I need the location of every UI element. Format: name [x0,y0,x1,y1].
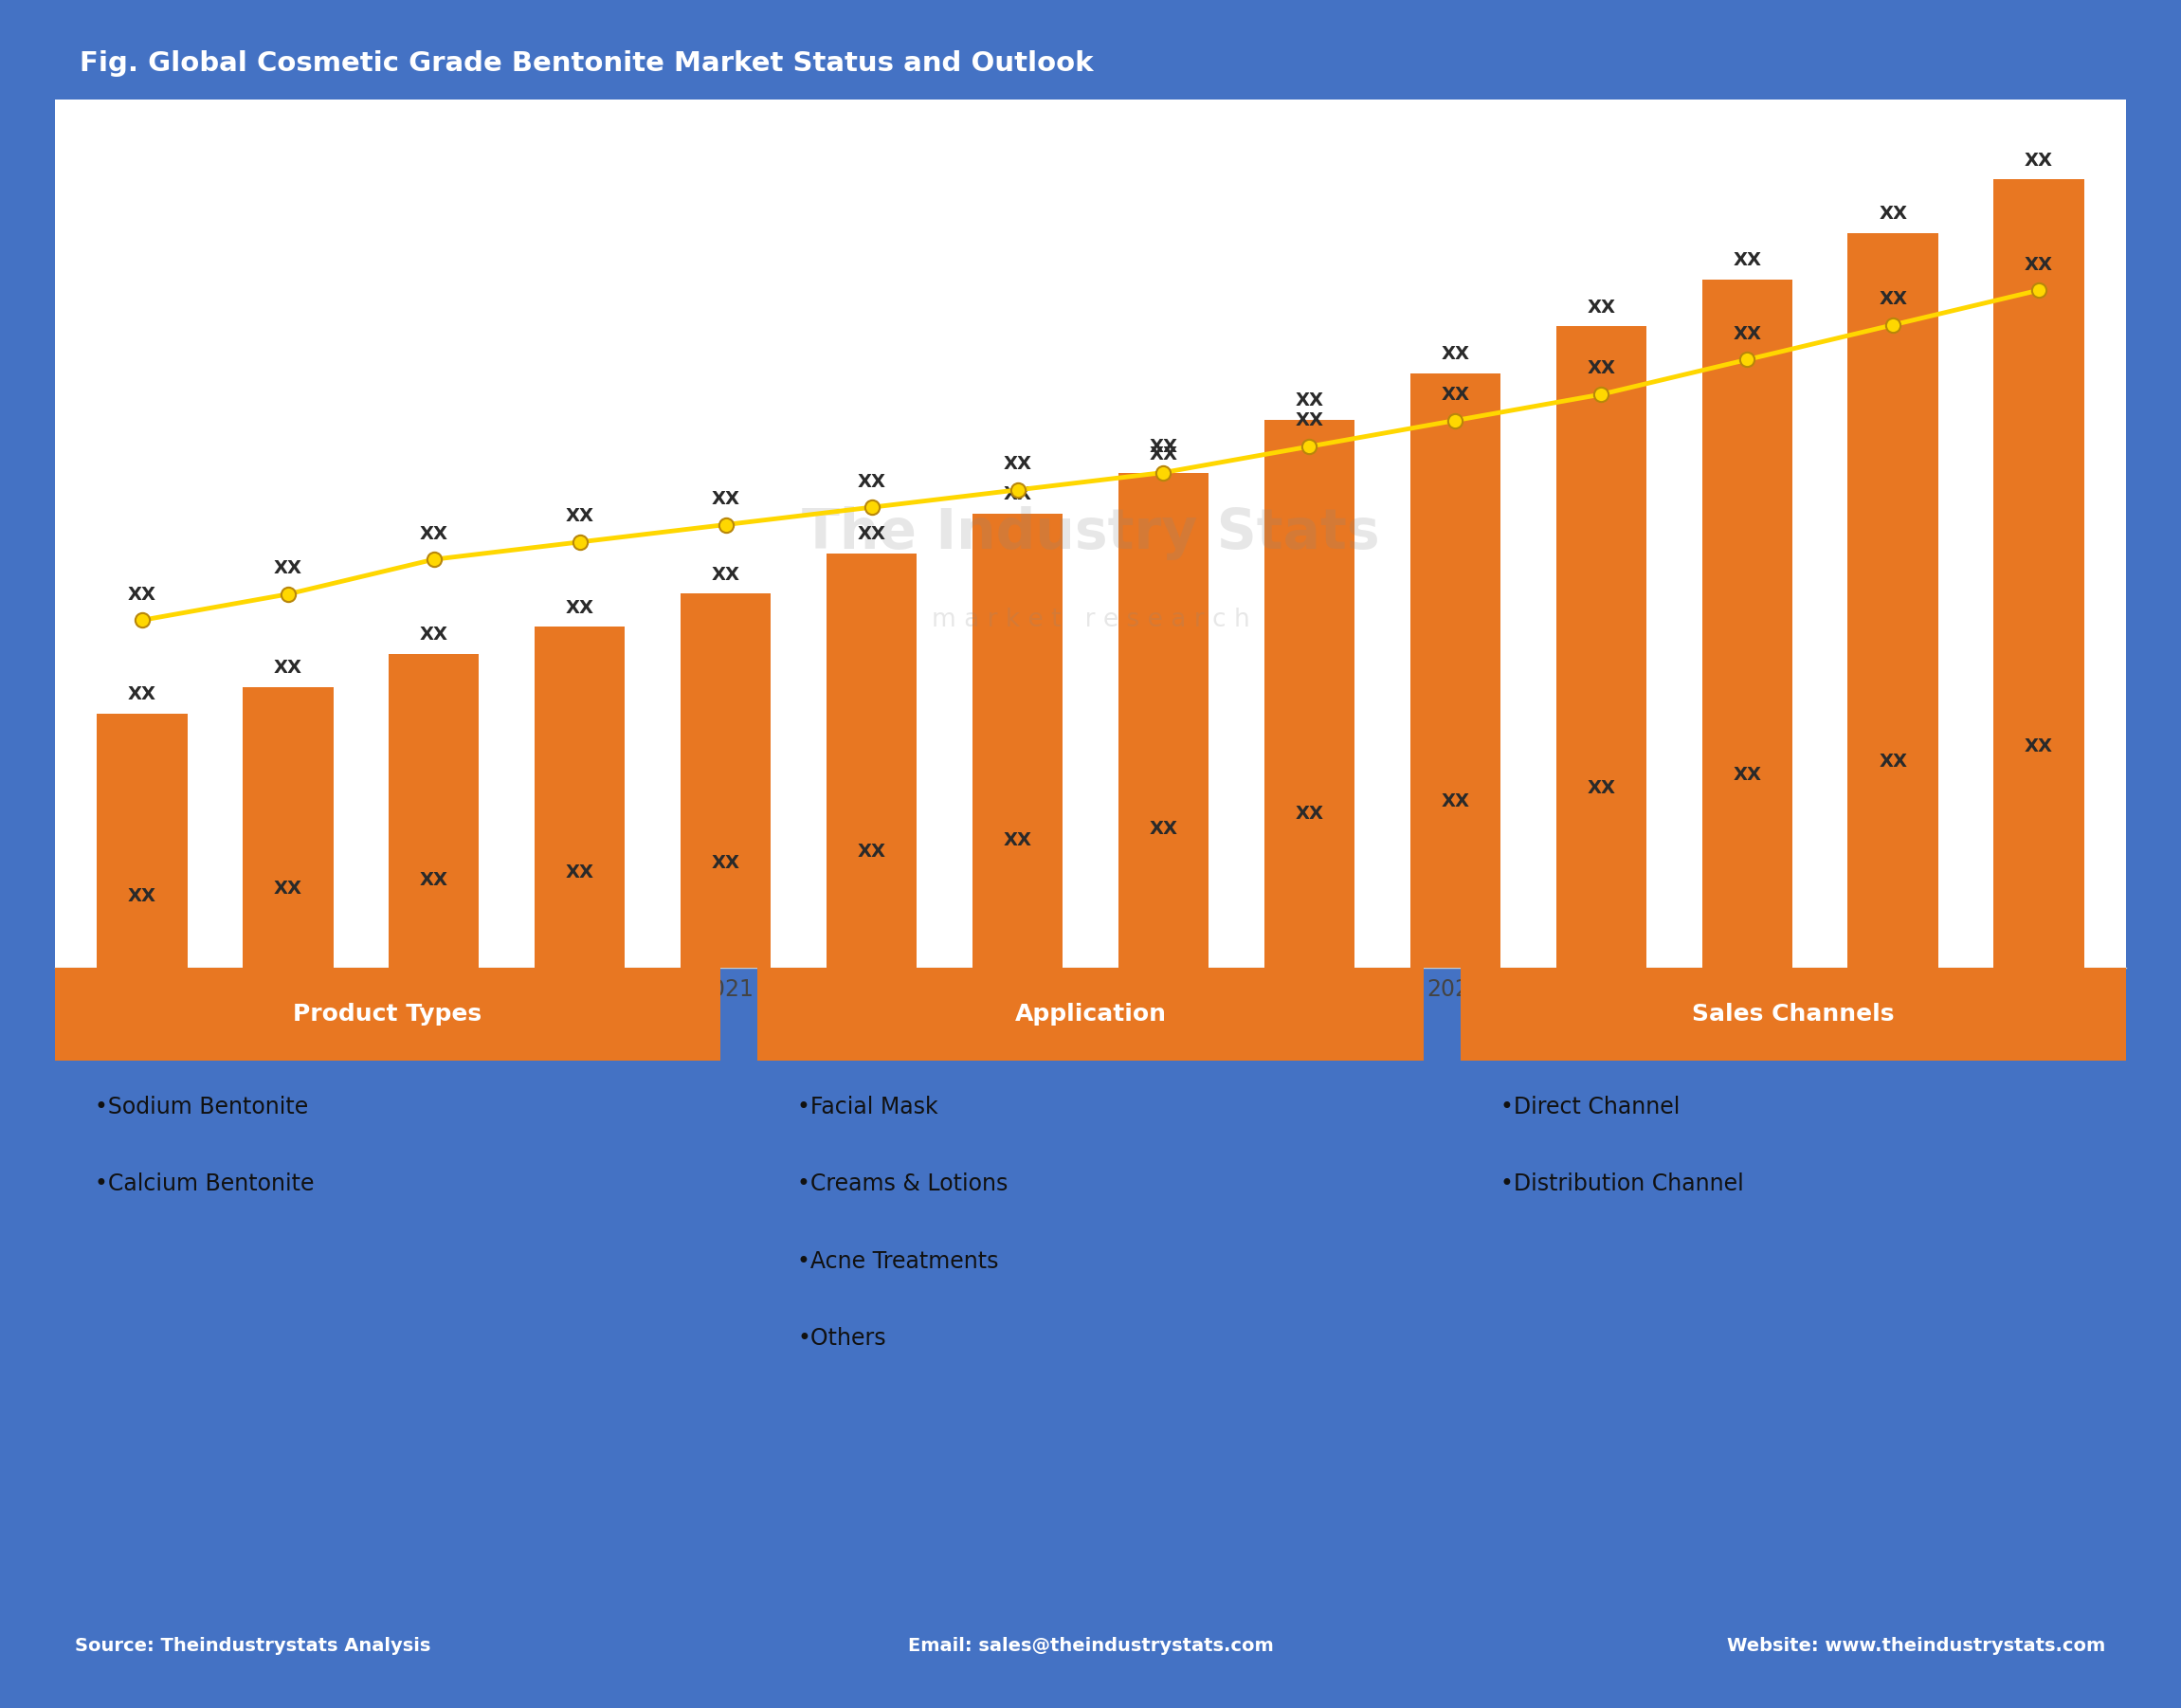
Text: XX: XX [1296,412,1324,430]
Text: XX: XX [2024,256,2052,273]
Text: XX: XX [1003,832,1032,849]
Text: XX: XX [1442,386,1470,403]
Bar [1847,232,1939,967]
Text: XX: XX [565,507,593,526]
Bar [1701,280,1793,967]
Bar [1555,326,1647,967]
Text: XX: XX [857,526,885,543]
Text: •Acne Treatments: •Acne Treatments [798,1250,999,1272]
Bar [388,654,480,967]
Text: XX: XX [1442,345,1470,364]
Text: XX: XX [1149,437,1178,456]
FancyBboxPatch shape [1461,967,2126,1061]
Text: XX: XX [2024,152,2052,169]
Bar [1119,473,1208,967]
Text: XX: XX [419,625,447,644]
Text: The Industry Stats: The Industry Stats [803,506,1378,560]
Text: Sales Channels: Sales Channels [1692,1003,1895,1025]
Text: XX: XX [1734,325,1762,343]
Bar [242,687,334,967]
Bar [973,514,1062,967]
Text: •Calcium Bentonite: •Calcium Bentonite [94,1173,314,1196]
Bar [1411,372,1501,967]
Text: Email: sales@theindustrystats.com: Email: sales@theindustrystats.com [907,1636,1274,1655]
Text: XX: XX [1296,804,1324,823]
Text: XX: XX [1149,820,1178,839]
Text: XX: XX [711,565,739,584]
Text: XX: XX [419,524,447,543]
Text: Product Types: Product Types [292,1003,482,1025]
Text: Website: www.theindustrystats.com: Website: www.theindustrystats.com [1727,1636,2107,1655]
Text: m a r k e t   r e s e a r c h: m a r k e t r e s e a r c h [931,608,1250,632]
Text: XX: XX [275,560,303,577]
Text: Source: Theindustrystats Analysis: Source: Theindustrystats Analysis [74,1636,432,1655]
Text: XX: XX [1149,446,1178,463]
Text: XX: XX [1588,779,1616,798]
Text: XX: XX [857,842,885,861]
Text: XX: XX [565,600,593,617]
Text: •Others: •Others [798,1327,885,1349]
Text: XX: XX [1296,391,1324,410]
Text: XX: XX [1878,753,1906,770]
Text: Fig. Global Cosmetic Grade Bentonite Market Status and Outlook: Fig. Global Cosmetic Grade Bentonite Mar… [79,51,1093,77]
Bar [96,714,188,967]
Text: •Distribution Channel: •Distribution Channel [1501,1173,1743,1196]
Text: XX: XX [275,659,303,676]
Text: •Creams & Lotions: •Creams & Lotions [798,1173,1008,1196]
Bar [1993,179,2085,967]
Text: •Sodium Bentonite: •Sodium Bentonite [94,1097,308,1119]
Bar [1265,420,1354,967]
FancyBboxPatch shape [55,967,720,1061]
Text: XX: XX [129,888,157,905]
Bar [534,627,626,967]
Text: XX: XX [857,473,885,490]
Bar [827,553,916,967]
Text: XX: XX [2024,738,2052,757]
Text: •Facial Mask: •Facial Mask [798,1097,938,1119]
Text: XX: XX [1442,793,1470,810]
Text: XX: XX [711,854,739,871]
Text: Application: Application [1014,1003,1167,1025]
Text: XX: XX [1878,290,1906,307]
Text: XX: XX [419,871,447,888]
Bar [680,593,770,967]
Text: •Direct Channel: •Direct Channel [1501,1097,1679,1119]
Legend: Revenue (Million $), Y-oY Growth Rate (%): Revenue (Million $), Y-oY Growth Rate (%… [761,1006,1420,1052]
Text: XX: XX [129,586,157,603]
Text: XX: XX [1734,765,1762,784]
Text: XX: XX [565,863,593,881]
Text: XX: XX [1588,360,1616,377]
Text: XX: XX [1734,251,1762,270]
Text: XX: XX [1878,205,1906,222]
Text: XX: XX [1003,456,1032,473]
Text: XX: XX [711,490,739,507]
Text: XX: XX [129,685,157,704]
Text: XX: XX [275,880,303,898]
Text: XX: XX [1588,299,1616,316]
Text: XX: XX [1003,485,1032,504]
FancyBboxPatch shape [757,967,1424,1061]
